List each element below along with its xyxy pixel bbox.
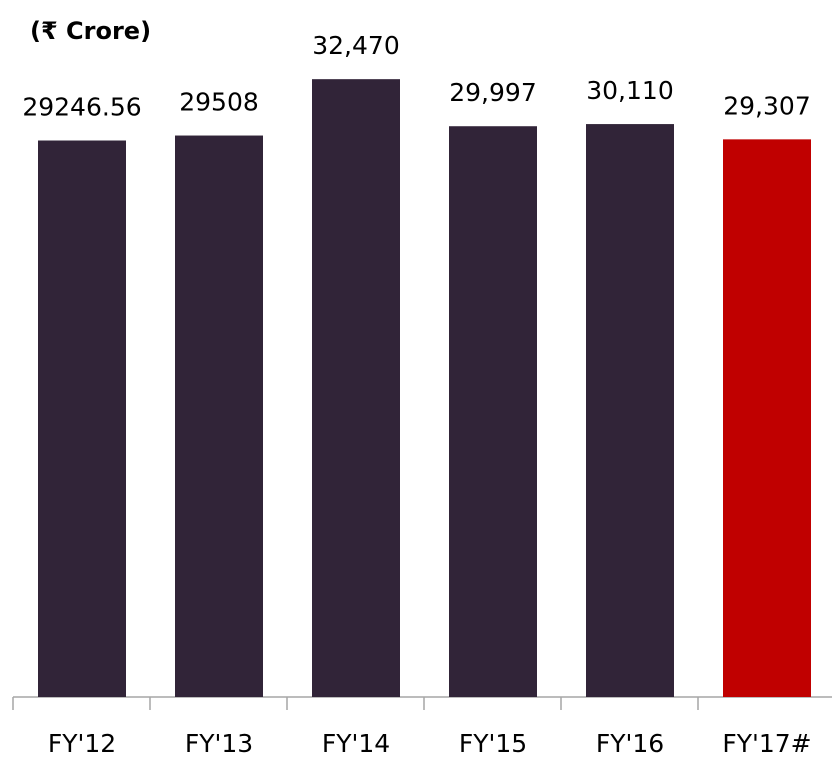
chart-title: (₹ Crore) [30, 17, 151, 45]
data-label: 29246.56 [22, 93, 141, 122]
bar [449, 126, 537, 697]
x-tick-label: FY'17# [722, 729, 811, 758]
bar [175, 135, 263, 698]
x-tick-label: FY'16 [596, 729, 664, 758]
bar [312, 79, 400, 698]
data-label: 30,110 [586, 76, 673, 105]
bar [38, 140, 126, 698]
x-tick-label: FY'14 [322, 729, 390, 758]
data-label: 29,307 [723, 91, 810, 120]
bar [723, 139, 811, 698]
x-tick-label: FY'13 [185, 729, 253, 758]
data-label: 29508 [179, 88, 259, 117]
bar [586, 124, 674, 697]
x-tick-label: FY'12 [48, 729, 116, 758]
data-label: 29,997 [449, 78, 536, 107]
x-tick-label: FY'15 [459, 729, 527, 758]
data-label: 32,470 [312, 31, 399, 60]
